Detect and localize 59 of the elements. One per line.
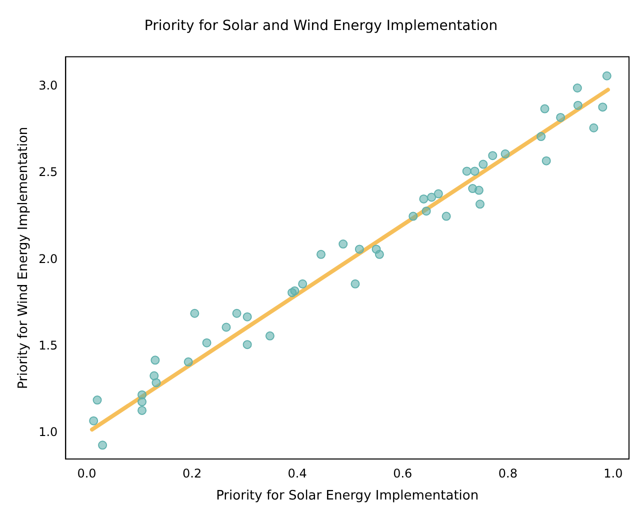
point [476,200,485,209]
chart-title: Priority for Solar and Wind Energy Implementation [144,18,498,34]
point [540,104,550,114]
x-tick-label: 0.2 [182,466,202,480]
point [265,331,274,340]
y-axis-title: Priority for Wind Energy Implementation [16,126,32,389]
point [202,338,212,348]
point [478,160,488,169]
point [374,250,384,259]
point [152,378,161,388]
point [298,279,308,288]
point [184,357,193,366]
point [408,212,418,221]
point [354,244,364,254]
point [290,286,300,296]
point [138,397,147,406]
point [316,250,326,259]
x-tick-label: 0.8 [498,466,518,480]
y-tick-label: 1.5 [38,338,58,352]
point [89,416,98,426]
point [470,166,480,176]
point [138,406,147,415]
point [222,322,231,332]
x-tick-label: 1.0 [604,466,623,480]
point [427,192,436,202]
point [434,189,443,198]
point [350,279,360,288]
point [92,396,102,405]
point [589,123,598,132]
point [242,312,252,322]
point [536,132,546,142]
point [598,102,608,112]
point [602,71,612,80]
point [422,206,431,216]
point [98,440,108,450]
point [542,156,551,166]
point [500,149,510,158]
point [338,240,348,249]
point [572,84,582,93]
point [232,308,242,318]
point [556,112,566,122]
point [190,308,200,318]
y-tick-label: 3.0 [38,78,58,92]
point [150,356,160,365]
x-tick-label: 0.6 [393,466,412,480]
point [419,194,428,204]
x-tick-label: 0.0 [77,466,96,480]
point [462,166,472,176]
point [474,186,484,195]
point [150,371,159,380]
x-tick-label: 0.4 [288,466,307,480]
point [488,151,498,160]
point [573,100,582,110]
y-tick-label: 2.5 [38,165,58,180]
point [442,212,451,221]
y-tick-label: 2.0 [38,252,58,266]
x-axis-title: Priority for Solar Energy Implementation [216,488,479,504]
y-tick-label: 1.0 [38,425,58,440]
point [242,340,252,350]
